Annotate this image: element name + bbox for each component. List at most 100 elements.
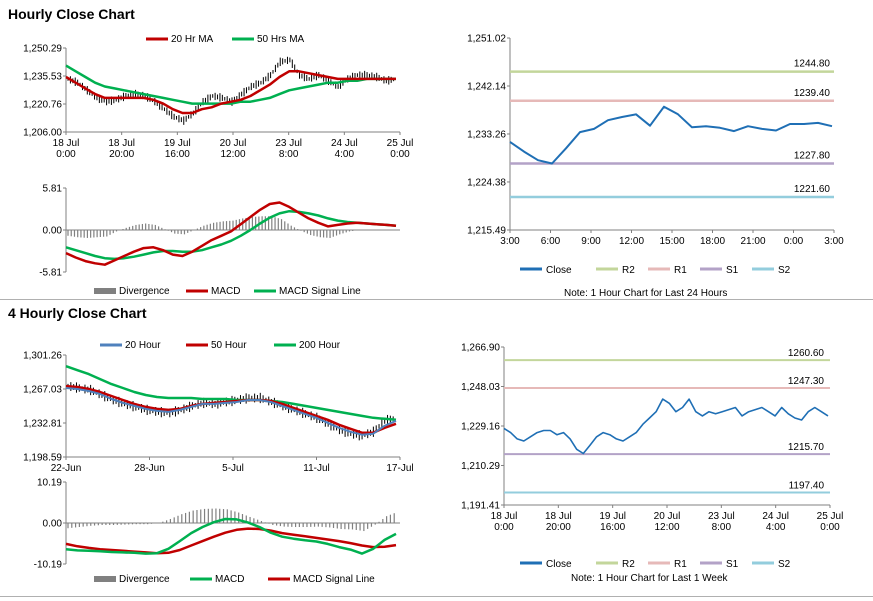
weekly-level-r2-label: 1260.60 xyxy=(788,348,825,359)
four-hourly-macd-legend-label: Divergence xyxy=(119,574,170,585)
hourly-macd-legend-swatch xyxy=(94,288,116,294)
hourly-levels-x-tick-label: 3:00 xyxy=(824,236,844,247)
weekly-level-r1-label: 1247.30 xyxy=(788,376,825,387)
weekly-levels-x-tick-label: 19 Jul 16:00 xyxy=(599,511,626,533)
four-hourly-price-y-tick-label: 1,267.03 xyxy=(23,385,62,396)
hourly-macd-chart: 5.81 0.00 -5.81 Divergence MACD MACD Signal L… xyxy=(39,184,400,297)
four-hourly-price-x-tick-label: 11-Jul xyxy=(303,463,330,474)
hourly-levels-legend-label: S1 xyxy=(726,265,739,276)
hourly-macd-y-tick-label: -5.81 xyxy=(39,268,62,279)
four-hourly-ma50-line xyxy=(65,384,397,434)
four-hourly-price-x-tick-label: 22-Jun xyxy=(51,463,82,474)
weekly-levels-x-tick-label: 23 Jul 8:00 xyxy=(708,511,735,533)
hourly-level-s1-label: 1227.80 xyxy=(794,150,831,161)
hourly-level-s2-label: 1221.60 xyxy=(794,184,831,195)
four-hourly-price-legend-label: 50 Hour xyxy=(211,340,247,351)
hourly-ma20-line xyxy=(65,70,396,115)
hourly-levels-legend-label: R1 xyxy=(674,265,687,276)
weekly-levels-x-tick-label: 18 Jul 20:00 xyxy=(545,511,572,533)
hourly-price-legend-label: 50 Hrs MA xyxy=(257,34,305,45)
hourly-levels-legend-label: S2 xyxy=(778,265,791,276)
hourly-levels-legend-label: Close xyxy=(546,265,572,276)
hourly-levels-chart: 1,251.02 1,242.14 1,233.26 1,224.38 1,215.49… xyxy=(467,34,844,277)
hourly-price-x-tick-label: 24 Jul 4:00 xyxy=(331,138,358,160)
hourly-levels-x-tick-label: 15:00 xyxy=(659,236,684,247)
hourly-price-x-tick-label: 18 Jul 20:00 xyxy=(108,138,135,160)
weekly-levels-y-tick-label: 1,191.41 xyxy=(461,501,500,512)
hourly-macd-y-tick-label: 5.81 xyxy=(43,184,63,195)
four-hourly-price-y-tick-label: 1,232.81 xyxy=(23,419,62,430)
hourly-levels-y-tick-label: 1,215.49 xyxy=(467,226,506,237)
four-hourly-section-title: 4 Hourly Close Chart xyxy=(8,305,147,321)
section-divider xyxy=(0,299,873,300)
weekly-levels-x-tick-label: 20 Jul 12:00 xyxy=(654,511,681,533)
hourly-levels-y-tick-label: 1,242.14 xyxy=(467,81,506,92)
page-bottom-divider xyxy=(0,596,873,597)
four-hourly-macd-legend-swatch xyxy=(94,576,116,582)
hourly-levels-legend-label: R2 xyxy=(622,265,635,276)
four-hourly-signal-line xyxy=(65,527,397,555)
hourly-levels-x-tick-label: 3:00 xyxy=(500,236,520,247)
weekly-levels-legend-label: Close xyxy=(546,559,572,570)
four-hourly-price-legend-label: 20 Hour xyxy=(125,340,161,351)
weekly-level-s2-label: 1197.40 xyxy=(789,480,825,491)
four-hourly-ma200-line xyxy=(65,365,397,422)
hourly-level-r2-label: 1244.80 xyxy=(794,59,831,70)
four-hourly-price-y-tick-label: 1,301.26 xyxy=(23,351,62,362)
hourly-level-r1-label: 1239.40 xyxy=(794,88,831,99)
weekly-levels-legend-label: S2 xyxy=(778,559,791,570)
weekly-levels-legend-label: R2 xyxy=(622,559,635,570)
hourly-price-x-tick-label: 20 Jul 12:00 xyxy=(220,138,247,160)
hourly-price-x-tick-label: 23 Jul 8:00 xyxy=(275,138,302,160)
hourly-levels-x-tick-label: 12:00 xyxy=(619,236,644,247)
hourly-close-line xyxy=(509,105,833,165)
hourly-levels-x-tick-label: 9:00 xyxy=(581,236,601,247)
weekly-levels-x-tick-label: 18 Jul 0:00 xyxy=(491,511,518,533)
hourly-levels-x-tick-label: 0:00 xyxy=(784,236,804,247)
weekly-levels-y-tick-label: 1,229.16 xyxy=(461,421,500,432)
hourly-chart-note: Note: 1 Hour Chart for Last 24 Hours xyxy=(564,288,728,299)
hourly-macd-legend-label: MACD xyxy=(211,286,240,297)
hourly-macd-line xyxy=(65,201,397,266)
four-hourly-ma20-line xyxy=(65,387,397,436)
weekly-levels-legend-label: R1 xyxy=(674,559,687,570)
hourly-price-legend-label: 20 Hr MA xyxy=(171,34,214,45)
weekly-levels-y-tick-label: 1,266.90 xyxy=(461,343,500,354)
hourly-ma50-line xyxy=(65,64,396,105)
hourly-levels-y-tick-label: 1,233.26 xyxy=(467,129,506,140)
weekly-chart-note: Note: 1 Hour Chart for Last 1 Week xyxy=(571,573,728,584)
four-hourly-macd-y-tick-label: 10.19 xyxy=(37,478,62,489)
hourly-price-y-tick-label: 1,220.76 xyxy=(23,100,62,111)
hourly-price-y-tick-label: 1,250.29 xyxy=(23,44,62,55)
hourly-macd-legend-label: Divergence xyxy=(119,286,170,297)
four-hourly-macd-legend-label: MACD xyxy=(215,574,244,585)
hourly-signal-line xyxy=(65,209,397,261)
weekly-levels-legend-label: S1 xyxy=(726,559,739,570)
weekly-levels-y-tick-label: 1,248.03 xyxy=(461,382,500,393)
hourly-levels-x-tick-label: 6:00 xyxy=(541,236,561,247)
hourly-price-x-tick-label: 18 Jul 0:00 xyxy=(53,138,80,160)
four-hourly-macd-line xyxy=(65,517,397,555)
weekly-levels-x-tick-label: 25 Jul 0:00 xyxy=(817,511,844,533)
weekly-levels-chart: 1,266.90 1,248.03 1,229.16 1,210.29 1,191.41… xyxy=(461,343,844,571)
four-hourly-price-legend-label: 200 Hour xyxy=(299,340,341,351)
weekly-levels-x-tick-label: 24 Jul 4:00 xyxy=(762,511,789,533)
hourly-levels-y-tick-label: 1,251.02 xyxy=(467,34,506,45)
hourly-price-x-tick-label: 25 Jul 0:00 xyxy=(387,138,414,160)
hourly-macd-y-tick-label: 0.00 xyxy=(43,226,63,237)
four-hourly-price-y-tick-label: 1,198.59 xyxy=(23,453,62,464)
hourly-macd-legend-label: MACD Signal Line xyxy=(279,286,361,297)
four-hourly-price-x-tick-label: 5-Jul xyxy=(222,463,244,474)
hourly-levels-x-tick-label: 18:00 xyxy=(700,236,725,247)
weekly-close-line xyxy=(503,398,829,455)
four-hourly-macd-y-tick-label: -10.19 xyxy=(34,560,63,571)
weekly-level-s1-label: 1215.70 xyxy=(788,442,825,453)
hourly-price-x-tick-label: 19 Jul 16:00 xyxy=(164,138,191,160)
four-hourly-macd-legend-label: MACD Signal Line xyxy=(293,574,375,585)
hourly-price-y-tick-label: 1,206.00 xyxy=(23,128,62,139)
four-hourly-price-x-tick-label: 28-Jun xyxy=(134,463,165,474)
hourly-levels-x-tick-label: 21:00 xyxy=(740,236,765,247)
hourly-section-title: Hourly Close Chart xyxy=(8,6,135,22)
